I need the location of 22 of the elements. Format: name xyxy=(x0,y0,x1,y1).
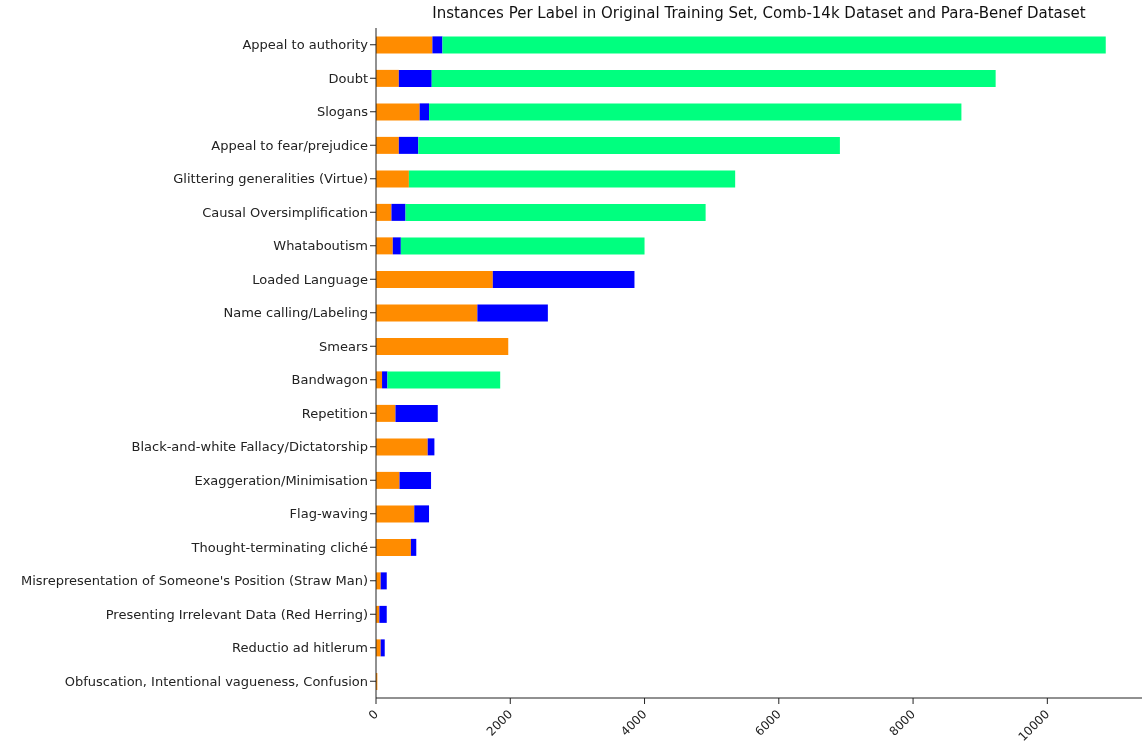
y-tick-label: Doubt xyxy=(328,70,368,86)
y-tick-label: Bandwagon xyxy=(291,372,368,388)
y-tick-label: Black-and-white Fallacy/Dictatorship xyxy=(131,439,368,455)
y-tick-label: Presenting Irrelevant Data (Red Herring) xyxy=(105,606,368,622)
x-tick-label: 0 xyxy=(365,707,381,723)
y-tick-label: Flag-waving xyxy=(289,506,368,522)
y-tick-label: Misrepresentation of Someone's Position (Straw Man) xyxy=(20,573,368,589)
y-tick-label: Repetition xyxy=(301,405,368,421)
y-tick-label: Glittering generalities (Virtue) xyxy=(173,171,368,187)
y-tick-label: Name calling/Labeling xyxy=(223,305,368,321)
y-tick-label: Causal Oversimplification xyxy=(202,204,368,220)
chart-title: Instances Per Label in Original Training Set, Comb-14k Dataset and Para-Benef Dataset xyxy=(431,4,1087,22)
y-tick-label: Thought-terminating cliché xyxy=(190,539,368,555)
y-tick-label: Whataboutism xyxy=(273,238,368,254)
y-tick-label: Appeal to fear/prejudice xyxy=(211,137,368,153)
y-tick-label: Loaded Language xyxy=(252,271,368,287)
y-tick-label: Reductio ad hitlerum xyxy=(231,640,368,656)
y-tick-label: Smears xyxy=(319,338,369,354)
y-tick-label: Exaggeration/Minimisation xyxy=(194,472,368,488)
y-tick-label: Obfuscation, Intentional vagueness, Confusion xyxy=(64,673,368,689)
y-tick-label: Slogans xyxy=(316,104,369,120)
y-tick-label: Appeal to authority xyxy=(242,37,369,53)
